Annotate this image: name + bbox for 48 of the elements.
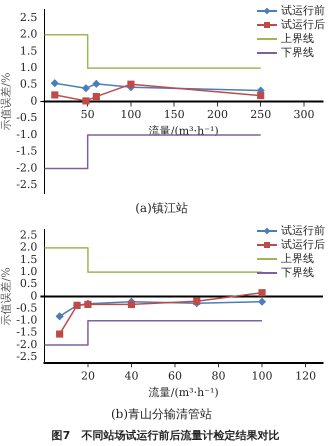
y-tick-label: 0.5 (20, 78, 38, 91)
y-tick-label: -1.0 (16, 314, 38, 327)
text: (b)青山分输清管站 (110, 406, 212, 421)
legend-label: 下界线 (281, 266, 314, 280)
y-tick-label: 0.5 (20, 277, 38, 290)
x-tick-label: 40 (124, 370, 138, 383)
legend-label: 试运行前 (281, 224, 325, 238)
y-tick-label: 2.0 (20, 28, 38, 41)
y-tick-label: 2.5 (20, 10, 38, 24)
x-tick-label: 100 (120, 108, 142, 122)
y-tick-label: 0 (30, 289, 38, 302)
caption: 图7 不同站场试运行前后流量计检定结果对比 (50, 428, 280, 443)
y-axis-title: 示值误差/% (0, 267, 12, 326)
y-tick-label: 1.5 (20, 44, 38, 58)
y-tick-label: -2.5 (16, 350, 38, 363)
legend-label: 试运行前 (281, 4, 325, 18)
y-tick-label: -2.0 (16, 161, 38, 174)
y-axis-title: 示值误差/% (0, 72, 12, 131)
x-tick-label: 20 (80, 370, 95, 383)
y-tick-label: 0 (30, 94, 38, 108)
x-tick-label: 300 (293, 108, 314, 122)
y-tick-label: 1.0 (20, 61, 38, 74)
y-tick-label: 2.5 (20, 228, 38, 242)
x-tick-label: 60 (168, 370, 182, 383)
x-tick-label: 250 (250, 108, 272, 122)
y-tick-label: 2.0 (20, 240, 38, 254)
x-tick-label: 100 (252, 370, 273, 383)
legend-label: 上界线 (281, 32, 314, 46)
x-tick-label: 200 (206, 108, 228, 122)
y-tick-label: 1.5 (20, 252, 38, 266)
y-tick-label: -0.5 (16, 111, 38, 124)
legend-label: 试运行后 (281, 18, 325, 32)
x-axis-title: 流量/(m³·h⁻¹) (148, 386, 219, 399)
x-tick-label: 80 (212, 370, 226, 383)
legend-label: 下界线 (281, 46, 314, 60)
x-tick-label: 50 (80, 108, 95, 122)
text: (a)镇江站 (135, 200, 188, 215)
x-tick-label: 120 (295, 370, 316, 383)
y-tick-label: -1.0 (16, 128, 38, 141)
y-tick-label: -2.5 (16, 178, 38, 192)
y-tick-label: -0.5 (16, 301, 38, 314)
legend-label: 上界线 (281, 252, 314, 266)
y-tick-label: -2.0 (16, 338, 38, 351)
y-tick-label: -1.5 (16, 326, 38, 339)
y-tick-label: 1.0 (20, 264, 38, 278)
legend-label: 试运行后 (281, 238, 325, 252)
x-tick-label: 150 (164, 108, 185, 122)
y-tick-label: -1.5 (16, 144, 38, 158)
